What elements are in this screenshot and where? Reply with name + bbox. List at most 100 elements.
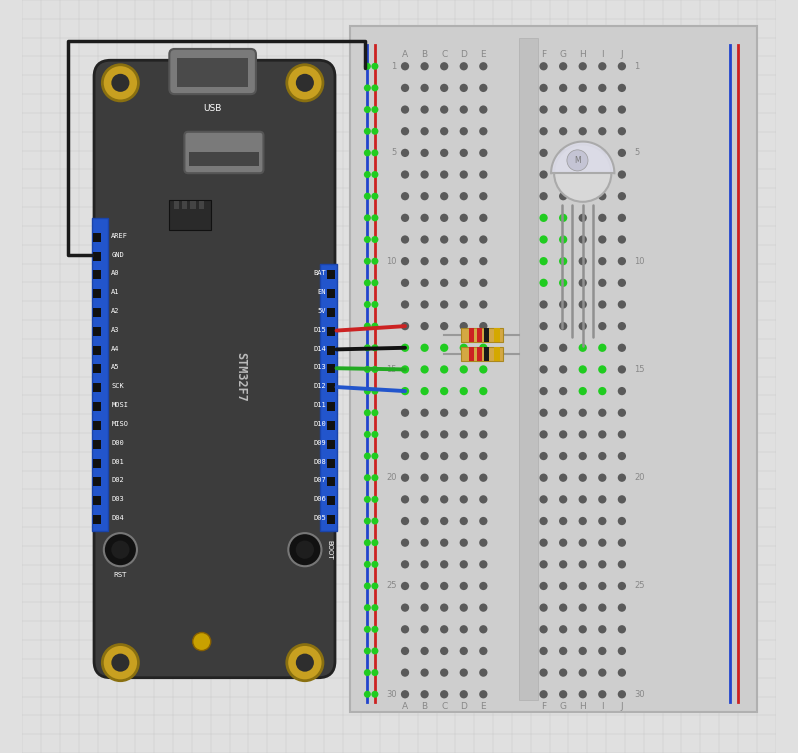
Bar xyxy=(93,327,101,336)
Circle shape xyxy=(559,474,567,482)
Circle shape xyxy=(559,343,567,352)
Circle shape xyxy=(479,192,488,200)
Circle shape xyxy=(539,560,547,569)
Circle shape xyxy=(364,62,371,70)
Circle shape xyxy=(598,192,606,200)
Circle shape xyxy=(440,214,448,222)
Circle shape xyxy=(559,669,567,677)
Circle shape xyxy=(112,654,129,672)
Bar xyxy=(495,328,500,342)
Circle shape xyxy=(479,300,488,309)
Text: 20: 20 xyxy=(386,473,397,482)
Text: A: A xyxy=(402,702,408,711)
Circle shape xyxy=(421,495,429,504)
Circle shape xyxy=(618,62,626,71)
Circle shape xyxy=(618,322,626,331)
Text: D10: D10 xyxy=(313,421,326,427)
Circle shape xyxy=(440,430,448,438)
Circle shape xyxy=(479,495,488,504)
Circle shape xyxy=(479,409,488,417)
Circle shape xyxy=(618,257,626,265)
Bar xyxy=(484,328,489,342)
Text: D11: D11 xyxy=(313,402,326,408)
Bar xyxy=(350,26,757,712)
Bar xyxy=(469,347,474,361)
Circle shape xyxy=(421,517,429,525)
Circle shape xyxy=(559,625,567,633)
Circle shape xyxy=(421,474,429,482)
Circle shape xyxy=(371,388,378,395)
Text: F: F xyxy=(541,50,546,59)
Circle shape xyxy=(371,648,378,654)
Text: D14: D14 xyxy=(313,346,326,352)
Circle shape xyxy=(618,538,626,547)
Circle shape xyxy=(618,170,626,178)
Circle shape xyxy=(460,495,468,504)
Circle shape xyxy=(371,453,378,459)
Text: D12: D12 xyxy=(313,383,326,389)
Circle shape xyxy=(440,192,448,200)
Circle shape xyxy=(371,149,378,157)
Bar xyxy=(327,459,335,468)
Circle shape xyxy=(579,474,587,482)
Bar xyxy=(93,383,101,392)
Circle shape xyxy=(440,149,448,157)
Circle shape xyxy=(401,192,409,200)
Circle shape xyxy=(401,603,409,611)
Circle shape xyxy=(598,214,606,222)
Circle shape xyxy=(371,474,378,481)
Circle shape xyxy=(401,495,409,504)
Circle shape xyxy=(440,387,448,395)
Circle shape xyxy=(579,625,587,633)
Circle shape xyxy=(364,322,371,330)
Bar xyxy=(460,328,503,342)
Circle shape xyxy=(401,690,409,699)
Circle shape xyxy=(421,560,429,569)
Circle shape xyxy=(440,322,448,331)
Circle shape xyxy=(401,625,409,633)
Bar xyxy=(327,364,335,373)
Circle shape xyxy=(539,343,547,352)
Bar xyxy=(327,496,335,505)
Circle shape xyxy=(559,84,567,92)
Bar xyxy=(327,289,335,298)
Text: M: M xyxy=(574,156,581,165)
Text: D: D xyxy=(460,50,467,59)
Circle shape xyxy=(559,690,567,699)
Circle shape xyxy=(364,561,371,568)
Circle shape xyxy=(421,430,429,438)
Text: B: B xyxy=(421,702,428,711)
Circle shape xyxy=(559,105,567,114)
Text: E: E xyxy=(480,50,486,59)
Circle shape xyxy=(479,474,488,482)
Circle shape xyxy=(559,322,567,331)
Bar xyxy=(519,38,538,700)
Circle shape xyxy=(440,105,448,114)
Circle shape xyxy=(371,604,378,611)
Circle shape xyxy=(618,192,626,200)
Circle shape xyxy=(421,127,429,136)
Circle shape xyxy=(440,84,448,92)
Circle shape xyxy=(618,84,626,92)
Circle shape xyxy=(598,560,606,569)
Circle shape xyxy=(401,257,409,265)
Text: D00: D00 xyxy=(112,440,124,446)
Bar xyxy=(189,152,259,166)
Bar xyxy=(93,289,101,298)
Circle shape xyxy=(618,214,626,222)
Bar xyxy=(320,264,337,531)
Text: A3: A3 xyxy=(112,327,120,333)
Bar xyxy=(327,308,335,317)
Circle shape xyxy=(598,365,606,373)
Circle shape xyxy=(421,62,429,71)
Text: 1: 1 xyxy=(634,62,639,71)
Circle shape xyxy=(479,236,488,244)
Text: J: J xyxy=(621,50,623,59)
Circle shape xyxy=(579,257,587,265)
Circle shape xyxy=(539,257,547,265)
Circle shape xyxy=(371,84,378,91)
Circle shape xyxy=(371,106,378,113)
Circle shape xyxy=(421,387,429,395)
Circle shape xyxy=(104,533,137,566)
Circle shape xyxy=(460,127,468,136)
